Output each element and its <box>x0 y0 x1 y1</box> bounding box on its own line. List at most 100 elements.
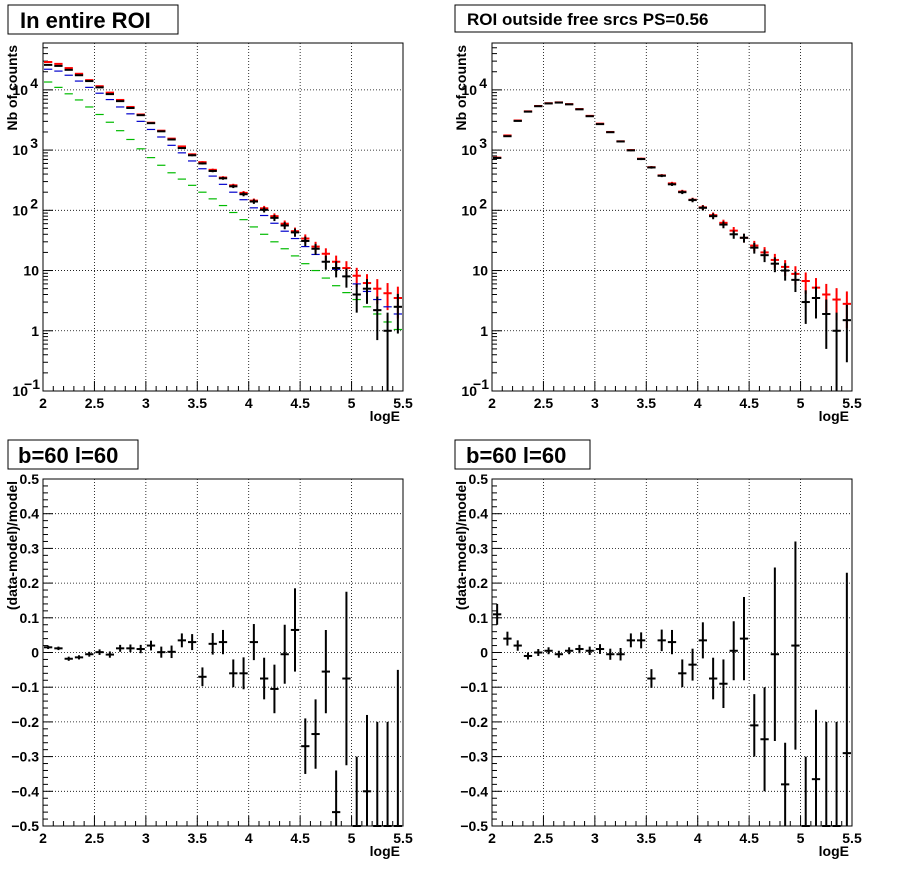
chart-title: b=60 l=60 <box>466 443 566 468</box>
title-box <box>454 4 766 33</box>
y-tick-label: 0.5 <box>469 471 489 487</box>
data-point <box>116 100 125 103</box>
data-point <box>616 140 625 143</box>
data-point <box>136 114 145 117</box>
data-point <box>301 236 310 247</box>
x-tick-label: 4 <box>245 830 253 846</box>
data-point <box>146 122 156 125</box>
x-tick-label: 5.5 <box>393 395 413 411</box>
data-point <box>157 646 166 658</box>
data-point <box>383 283 392 311</box>
data-point <box>781 742 790 826</box>
data-point <box>198 667 207 687</box>
data-point <box>698 622 707 659</box>
data-point <box>105 651 114 658</box>
data-point <box>249 624 258 661</box>
data-point <box>513 640 522 651</box>
data-point <box>373 721 382 827</box>
y-tick-label: 10 <box>461 142 477 158</box>
data-point <box>503 631 512 646</box>
data-point <box>105 93 114 96</box>
data-point <box>311 699 320 769</box>
data-point <box>832 312 841 391</box>
y-tick-exponent: 2 <box>479 195 487 211</box>
y-axis: −0.5 −0.4 −0.3 −0.2 −0.1 0 0.1 0.2 0.3 0.4 0.5(dat… <box>453 471 852 834</box>
x-tick-label: 5 <box>797 395 805 411</box>
x-tick-label: 5.5 <box>393 830 413 846</box>
data-point <box>167 138 176 141</box>
data-point <box>157 130 166 133</box>
y-tick-label: 10 <box>23 263 39 279</box>
y-tick-label: −0.3 <box>460 749 488 765</box>
y-axis-label: (data-model)/model <box>4 481 20 610</box>
data-point <box>647 669 656 688</box>
data-point <box>177 633 186 648</box>
data-point <box>575 108 584 111</box>
y-tick-label: −0.2 <box>11 714 39 730</box>
data-point <box>719 221 728 229</box>
data-point <box>503 135 512 138</box>
x-tick-label: 5 <box>797 830 805 846</box>
data-point <box>362 714 372 826</box>
data-point <box>657 174 666 178</box>
data-point <box>698 205 707 211</box>
y-axis-label: Nb of counts <box>453 45 469 131</box>
y-tick-label: −0.5 <box>11 818 39 834</box>
data-point <box>270 664 279 714</box>
x-tick-label: 5 <box>348 830 356 846</box>
data-point <box>513 119 522 122</box>
data-point <box>606 131 615 134</box>
data-point <box>750 242 759 254</box>
data-point <box>177 145 186 148</box>
x-tick-label: 2.5 <box>534 395 554 411</box>
data-point <box>554 101 563 104</box>
data-point <box>208 169 217 173</box>
data-point <box>565 647 574 655</box>
data-point <box>95 649 104 655</box>
y-tick-label: −0.2 <box>460 714 488 730</box>
data-point <box>218 176 228 180</box>
y-tick-label: 0.3 <box>20 540 40 556</box>
x-axis-label: logE <box>370 408 400 424</box>
data-point <box>626 149 635 152</box>
y-tick-label: 0.2 <box>20 575 40 591</box>
data-point <box>565 103 574 106</box>
data-point <box>208 633 217 655</box>
chart-title: In entire ROI <box>20 8 151 33</box>
x-tick-label: 2.5 <box>534 830 554 846</box>
data-point <box>74 655 84 660</box>
y-tick-label: 0.4 <box>469 506 489 522</box>
y-tick-label: 0.1 <box>20 610 40 626</box>
x-tick-label: 4 <box>694 830 702 846</box>
y-tick-exponent: 4 <box>30 75 38 91</box>
y-tick-exponent: −1 <box>24 376 40 392</box>
data-point <box>647 166 656 169</box>
data-point <box>739 233 749 243</box>
data-point <box>321 255 330 270</box>
data-point <box>136 644 145 654</box>
data-point <box>678 659 687 688</box>
data-point <box>290 588 300 672</box>
y-tick-exponent: 4 <box>479 75 487 91</box>
data-point <box>229 659 238 688</box>
data-point <box>332 261 341 278</box>
y-tick-exponent: 2 <box>30 195 38 211</box>
data-point <box>352 283 361 313</box>
x-tick-label: 4.5 <box>739 395 759 411</box>
data-point <box>352 756 361 827</box>
y-tick-label: 0.3 <box>469 540 489 556</box>
data-point <box>770 567 779 741</box>
y-tick-label: 10 <box>12 82 28 98</box>
data-point <box>54 646 63 651</box>
data-point <box>791 271 800 293</box>
y-tick-label: −0.1 <box>11 679 39 695</box>
data-point <box>311 243 320 255</box>
series-0 <box>493 541 851 827</box>
x-tick-label: 3.5 <box>637 395 657 411</box>
title-box <box>7 439 139 470</box>
x-tick-label: 2 <box>488 395 496 411</box>
